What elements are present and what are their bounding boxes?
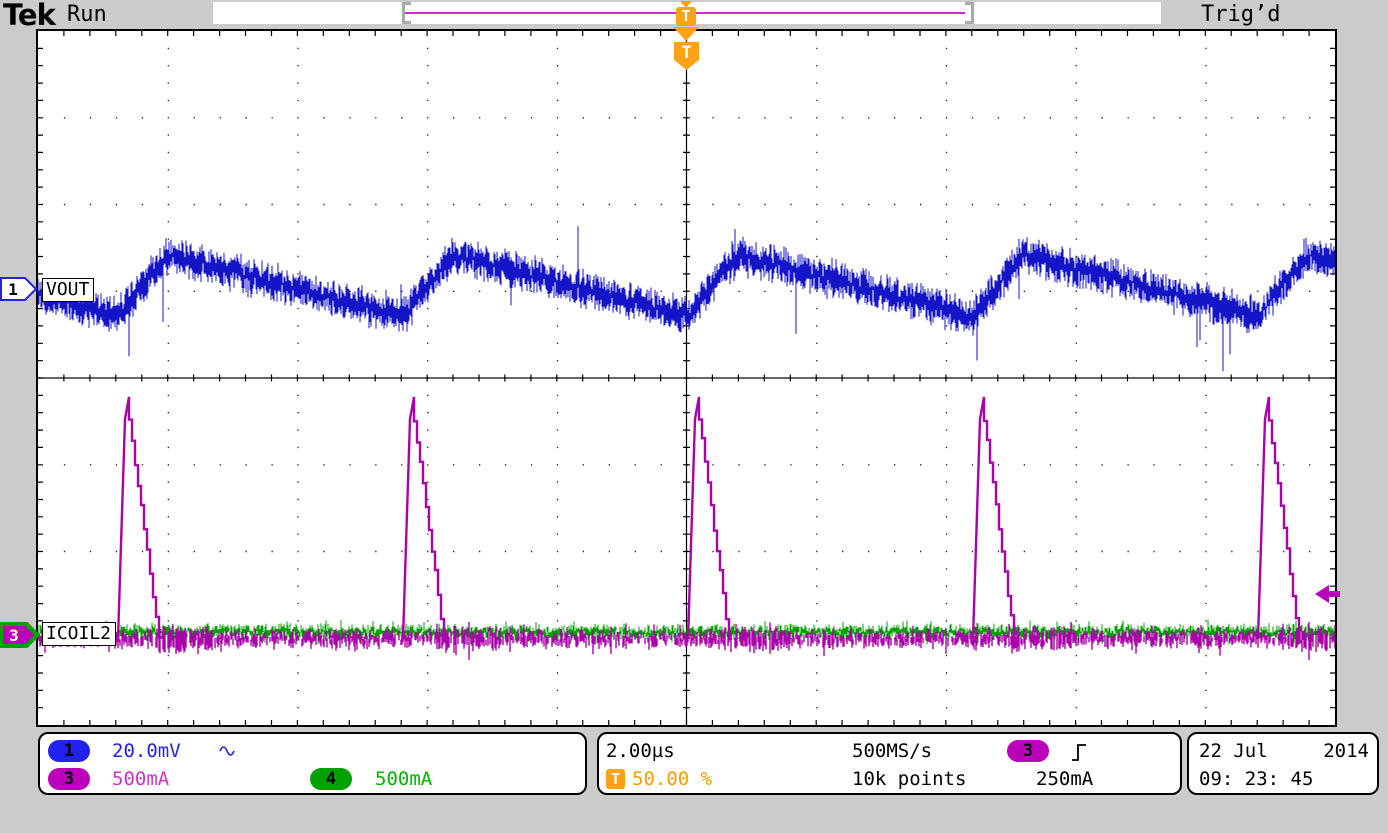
sample-rate-readout: 500MS/s xyxy=(852,740,933,762)
time-readout: 09: 23: 45 xyxy=(1199,768,1314,790)
trigger-t-readout-badge: T xyxy=(606,769,625,789)
trigger-slope-rising-icon xyxy=(1072,744,1086,761)
trigger-triangle-icon xyxy=(680,1,692,8)
channel-readout-box: 1 20.0mV 3 500mA 4 500mA xyxy=(38,732,587,795)
acquisition-window-left-bracket xyxy=(402,2,411,24)
channel4-badge: 4 xyxy=(310,768,352,790)
top-status-bar: Tek Run T Trig’d xyxy=(0,0,1388,32)
svg-text:1: 1 xyxy=(8,280,18,299)
trigger-position-bar-marker: T xyxy=(674,1,698,27)
trigger-level-readout: 250mA xyxy=(1036,768,1094,790)
svg-text:3: 3 xyxy=(9,626,19,645)
trigger-t-badge-icon: T xyxy=(676,7,696,26)
record-length-readout: 10k points xyxy=(852,768,967,790)
trigger-position-readout: 50.00 % xyxy=(632,768,713,790)
channel1-badge: 1 xyxy=(48,740,90,762)
channel4-scale: 500mA xyxy=(375,768,433,790)
trigger-position-arrow-icon xyxy=(673,27,699,41)
horizontal-trigger-readout-box: 2.00µs 500MS/s 3 T 50.00 % 10k points 25… xyxy=(597,732,1182,795)
graticule-display xyxy=(36,29,1337,727)
tek-logo: Tek xyxy=(3,0,56,32)
channel3-waveform-label: ICOIL2 xyxy=(42,622,117,646)
ac-coupling-icon xyxy=(219,746,235,756)
channel3-scale: 500mA xyxy=(112,768,170,790)
datetime-readout-box: 22 Jul 2014 09: 23: 45 xyxy=(1187,732,1379,795)
waveform-canvas xyxy=(38,31,1335,725)
year-readout: 2014 xyxy=(1323,740,1369,762)
channel3-channel4-position-marker: 3 xyxy=(0,622,40,648)
trigger-status-label: Trig’d xyxy=(1201,2,1281,27)
channel1-waveform-label: VOUT xyxy=(42,278,95,302)
trigger-source-badge: 3 xyxy=(1007,740,1049,762)
acquisition-window-right-bracket xyxy=(965,2,974,24)
acquisition-preview-strip: T xyxy=(213,1,1161,27)
channel3-badge: 3 xyxy=(48,768,90,790)
channel1-scale: 20.0mV xyxy=(112,740,181,762)
acquisition-state-label: Run xyxy=(67,2,107,27)
date-readout: 22 Jul xyxy=(1199,740,1268,762)
trigger-level-arrow-icon xyxy=(1315,585,1340,603)
timebase-readout: 2.00µs xyxy=(606,740,675,762)
channel1-position-marker: 1 xyxy=(0,277,38,301)
